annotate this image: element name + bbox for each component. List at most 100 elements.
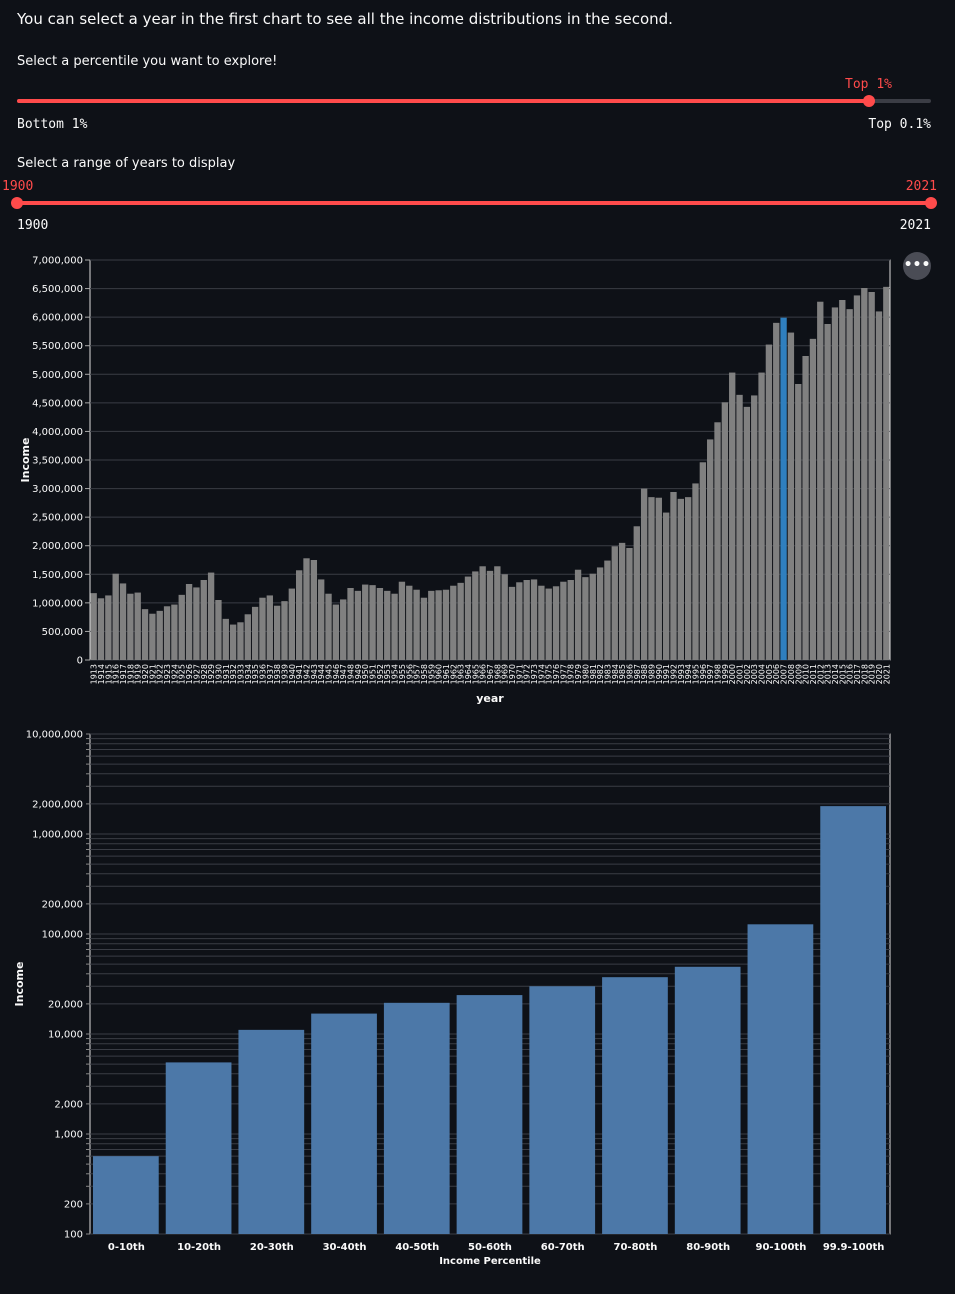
bar xyxy=(406,585,413,660)
y-tick-label: 1,000,000 xyxy=(32,830,83,841)
bar xyxy=(149,613,156,660)
x-tick-label: 2020 xyxy=(875,664,884,684)
y-tick-label: 6,500,000 xyxy=(32,284,83,295)
x-tick-label: 2016 xyxy=(846,664,855,684)
bar xyxy=(809,338,817,660)
x-tick-label: 1950 xyxy=(361,664,370,684)
bar xyxy=(200,580,207,660)
more-horizontal-icon[interactable]: ••• xyxy=(903,252,931,280)
bar xyxy=(127,593,134,660)
x-tick-label: 2000 xyxy=(728,664,737,684)
y-tick-label: 200 xyxy=(64,1199,83,1210)
x-tick-label: 0-10th xyxy=(108,1242,145,1253)
bar xyxy=(674,966,741,1234)
x-tick-label: 1952 xyxy=(376,664,385,684)
x-tick-label: 1970 xyxy=(508,664,517,684)
x-tick-label: 1936 xyxy=(258,664,267,684)
percentile-slider-thumb[interactable] xyxy=(863,95,876,107)
bar xyxy=(193,587,200,660)
x-tick-label: 1979 xyxy=(574,664,583,684)
bar xyxy=(442,589,450,660)
x-tick-label: 1961 xyxy=(442,664,451,684)
bar xyxy=(171,604,178,660)
x-tick-label: 2012 xyxy=(816,664,825,684)
year-income-chart[interactable]: 0 500,000 1,000,000 1,500,000 2,000,000 2,500… xyxy=(0,245,955,715)
year-slider-high-thumb[interactable] xyxy=(925,197,937,209)
bar xyxy=(311,1013,377,1234)
y-tick-label: 3,500,000 xyxy=(32,456,83,467)
bar xyxy=(435,590,442,660)
x-tick-label: 1925 xyxy=(178,664,187,684)
x-tick-label: 1944 xyxy=(317,664,326,684)
x-tick-label: 1942 xyxy=(303,664,312,684)
bar xyxy=(238,1029,305,1234)
bar xyxy=(472,571,479,660)
bar xyxy=(464,576,472,660)
year-slider-track[interactable] xyxy=(17,201,931,205)
y-tick-label: 7,000,000 xyxy=(32,256,83,267)
bar xyxy=(831,307,839,660)
y-tick-label: 4,000,000 xyxy=(32,427,83,438)
x-tick-label: 2008 xyxy=(787,664,796,684)
y-tick-label: 5,500,000 xyxy=(32,341,83,352)
x-tick-label: 1946 xyxy=(332,664,341,684)
y-axis-title: Income xyxy=(19,438,32,483)
bar xyxy=(747,924,814,1234)
x-tick-label: 2009 xyxy=(794,664,803,684)
percentile-slider-track[interactable] xyxy=(17,99,931,103)
bar xyxy=(259,597,266,660)
bar xyxy=(853,295,861,660)
year-slider-low-value: 1900 xyxy=(2,179,34,194)
x-tick-label: 1945 xyxy=(325,664,334,684)
bar xyxy=(545,588,552,660)
bar xyxy=(868,292,875,660)
y-tick-label: 10,000,000 xyxy=(26,730,83,741)
bar xyxy=(141,609,149,660)
x-tick-label: 1929 xyxy=(207,664,216,684)
bar xyxy=(633,526,640,660)
y-tick-label: 1,500,000 xyxy=(32,570,83,581)
bar xyxy=(369,585,376,660)
bar xyxy=(758,372,765,660)
bar xyxy=(538,585,545,660)
x-tick-label: 1982 xyxy=(596,664,605,684)
x-tick-label: 2011 xyxy=(809,664,818,684)
x-tick-label: 1948 xyxy=(347,664,356,684)
x-tick-label: 1963 xyxy=(457,664,466,684)
bar xyxy=(178,594,185,660)
bar xyxy=(736,394,743,660)
x-tick-label: 1953 xyxy=(383,664,392,684)
year-slider-low-thumb[interactable] xyxy=(11,197,23,209)
bar xyxy=(596,567,604,660)
x-tick-label: 1932 xyxy=(229,664,238,684)
x-tick-label: 1990 xyxy=(655,664,664,684)
y-tick-label: 2,000 xyxy=(54,1099,83,1110)
bar xyxy=(795,384,802,660)
bar xyxy=(743,406,751,660)
y-tick-label: 4,500,000 xyxy=(32,398,83,409)
bar xyxy=(523,580,530,660)
percentile-slider-value: Top 1% xyxy=(845,77,892,92)
x-tick-label: 1999 xyxy=(721,664,730,684)
x-tick-label: 30-40th xyxy=(323,1242,367,1253)
bar xyxy=(780,317,787,660)
x-tick-label: 2007 xyxy=(780,664,789,684)
bar xyxy=(450,585,457,660)
x-tick-label: 1959 xyxy=(427,664,436,684)
bar xyxy=(185,584,193,660)
bar xyxy=(530,579,538,660)
bar xyxy=(310,560,318,660)
bar xyxy=(215,600,222,660)
bar xyxy=(684,497,692,660)
x-tick-label: 2004 xyxy=(758,664,767,684)
x-tick-label: 1996 xyxy=(699,664,708,684)
y-tick-label: 0 xyxy=(77,656,83,667)
bar xyxy=(281,601,288,660)
x-tick-label: 1937 xyxy=(266,664,275,684)
x-tick-label: 80-90th xyxy=(686,1242,730,1253)
x-tick-label: 1939 xyxy=(280,664,289,684)
percentile-income-chart: 100 200 1,000 2,000 10,000 20,000 100,000 200,0… xyxy=(13,730,891,1267)
x-tick-label: 1935 xyxy=(251,664,260,684)
y-tick-label: 2,000,000 xyxy=(32,799,83,810)
x-tick-label: 1930 xyxy=(214,664,223,684)
